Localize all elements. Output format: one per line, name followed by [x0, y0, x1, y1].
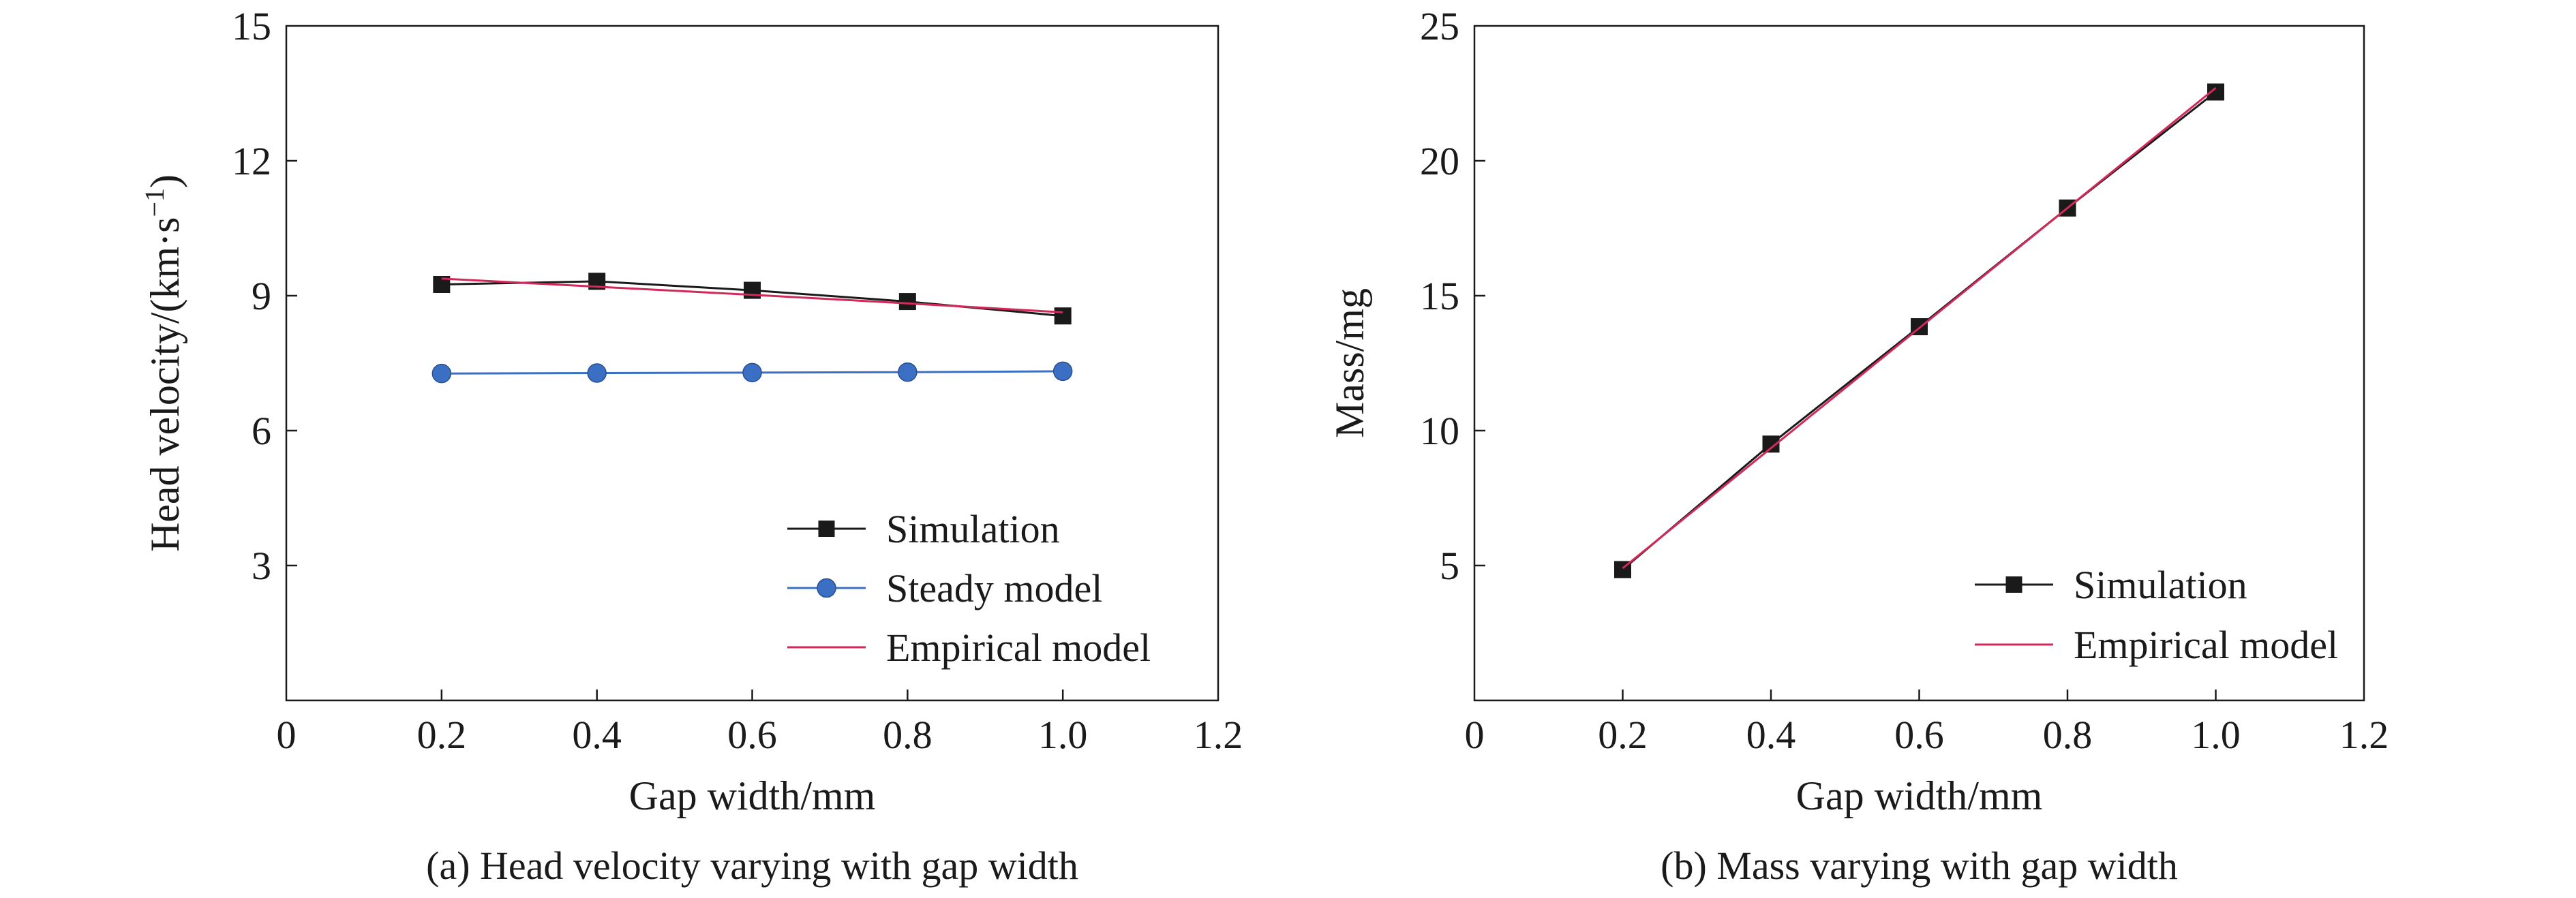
data-point-circle — [587, 363, 607, 383]
y-tick-label: 12 — [232, 139, 271, 183]
figure-caption: (b) Mass varying with gap width — [1661, 843, 2178, 888]
legend: Simulation Empirical model — [1975, 563, 2338, 667]
series-empirical-model — [441, 277, 1063, 313]
data-point-circle — [431, 363, 452, 384]
x-tick-label: 1.2 — [1194, 713, 1243, 757]
y-axis-title: Head velocity/(km·s−1) — [139, 174, 187, 552]
legend-marker-circle — [817, 578, 836, 598]
x-tick-label: 0 — [277, 713, 297, 757]
x-tick-label: 0.6 — [1894, 713, 1944, 757]
data-point-circle — [1052, 361, 1073, 382]
data-point-square — [1911, 318, 1928, 336]
series-line — [1622, 87, 2217, 570]
x-tick-label: 1.2 — [2339, 713, 2389, 757]
series-line — [441, 277, 1063, 313]
x-tick-label: 1.0 — [1038, 713, 1088, 757]
legend-marker-square — [2005, 576, 2022, 593]
series-simulation — [433, 273, 1072, 325]
y-tick-label: 20 — [1420, 139, 1459, 183]
y-tick-label: 6 — [252, 409, 271, 453]
legend-marker-square — [818, 521, 835, 537]
y-axis-title: Mass/mg — [1327, 288, 1372, 438]
x-tick-label: 1.0 — [2191, 713, 2241, 757]
data-point-square — [898, 293, 916, 311]
legend-label: Empirical model — [886, 625, 1151, 670]
x-tick-label: 0.4 — [572, 713, 622, 757]
series-simulation — [1614, 83, 2224, 578]
y-tick-label: 10 — [1420, 409, 1459, 453]
y-tick-label: 25 — [1420, 4, 1459, 48]
legend-label: Simulation — [886, 507, 1060, 551]
chart-panel-a: 0 0.2 0.4 0.6 0.8 1.0 1.2 3 6 9 12 15 Gap width/mm He… — [139, 4, 1243, 888]
chart-panel-b: 0 0.2 0.4 0.6 0.8 1.0 1.2 5 10 15 20 25 Gap width/mm… — [1327, 4, 2389, 888]
y-tick-label: 15 — [1420, 274, 1459, 318]
x-tick-label: 0.2 — [417, 713, 467, 757]
x-tick-label: 0.8 — [883, 713, 933, 757]
y-tick-label: 5 — [1440, 544, 1459, 588]
legend-label: Empirical model — [2074, 623, 2338, 667]
data-point-circle — [898, 362, 918, 382]
legend: Simulation Steady model Empirical model — [787, 507, 1151, 670]
legend-label: Steady model — [886, 566, 1102, 610]
x-tick-label: 0 — [1465, 713, 1485, 757]
series-steady-model — [431, 361, 1073, 384]
data-point-circle — [742, 362, 762, 383]
series-empirical-model — [1622, 87, 2217, 570]
y-tick-label: 15 — [232, 4, 271, 48]
y-tick-label: 3 — [252, 544, 271, 588]
x-tick-label: 0.2 — [1598, 713, 1648, 757]
x-tick-label: 0.8 — [2043, 713, 2093, 757]
data-point-square — [1054, 307, 1072, 325]
figure-caption: (a) Head velocity varying with gap width — [426, 843, 1078, 888]
x-axis-title: Gap width/mm — [629, 773, 876, 818]
y-tick-label: 9 — [252, 274, 271, 318]
x-tick-label: 0.6 — [727, 713, 777, 757]
legend-label: Simulation — [2074, 563, 2247, 607]
x-axis-title: Gap width/mm — [1796, 773, 2043, 818]
x-tick-label: 0.4 — [1746, 713, 1796, 757]
